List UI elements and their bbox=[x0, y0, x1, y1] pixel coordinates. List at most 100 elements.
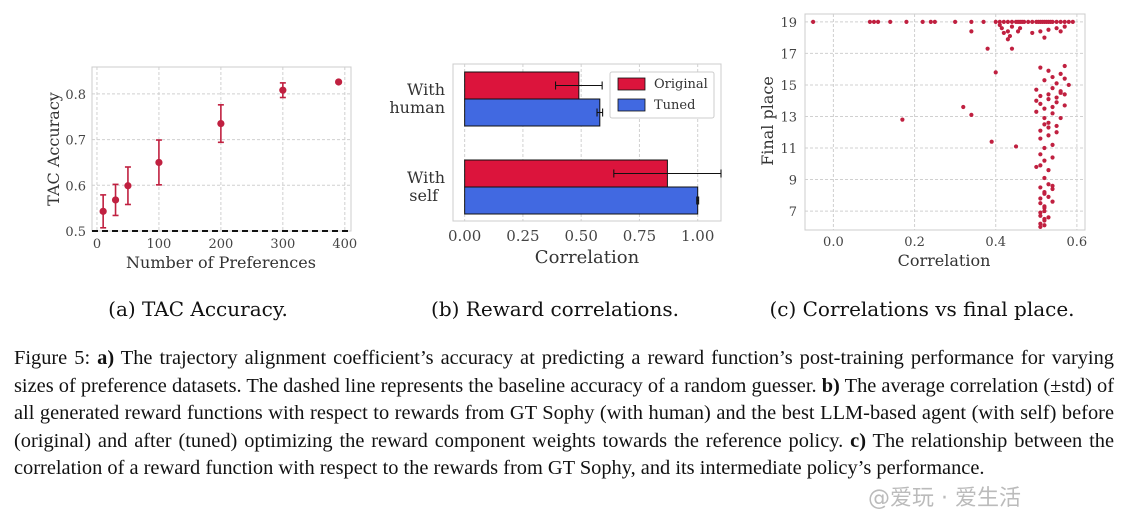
data-point bbox=[1054, 130, 1059, 135]
data-point bbox=[1046, 97, 1051, 102]
panel-b-legend: Original Tuned bbox=[609, 71, 715, 119]
data-point bbox=[1050, 104, 1055, 110]
data-point bbox=[1034, 109, 1039, 114]
data-point bbox=[99, 207, 107, 215]
data-point bbox=[1022, 19, 1027, 24]
y-tick-label: 0.5 bbox=[65, 225, 86, 240]
y-tick-label: 7 bbox=[789, 205, 797, 220]
data-point bbox=[969, 112, 974, 118]
data-point bbox=[1042, 218, 1047, 223]
data-point bbox=[335, 78, 343, 86]
legend-label-original: Original bbox=[654, 77, 708, 92]
data-point bbox=[1005, 29, 1010, 34]
panel-a-ylabel: TAC Accuracy bbox=[44, 92, 63, 206]
data-point bbox=[1050, 199, 1055, 204]
data-point bbox=[1062, 92, 1067, 97]
data-point bbox=[1042, 208, 1047, 214]
x-tick-label: 200 bbox=[208, 237, 233, 252]
data-point bbox=[904, 19, 909, 24]
data-point bbox=[1042, 106, 1047, 111]
data-point bbox=[932, 19, 937, 24]
data-point bbox=[1058, 115, 1063, 121]
data-point bbox=[1058, 29, 1063, 34]
data-point bbox=[1062, 63, 1067, 69]
data-point bbox=[871, 19, 877, 24]
panel-c-xlabel: Correlation bbox=[898, 251, 991, 270]
data-point bbox=[997, 19, 1002, 24]
data-point bbox=[1062, 19, 1067, 24]
data-point bbox=[1038, 101, 1043, 106]
data-point bbox=[981, 19, 986, 24]
y-tick-label: 11 bbox=[780, 142, 797, 157]
data-point bbox=[1042, 191, 1047, 196]
data-point bbox=[1042, 35, 1047, 40]
caption-c-text: The relationship between the correlation… bbox=[14, 429, 1114, 480]
panel-a-tac-accuracy: 0 100 200 300 400 0.5 0.6 0.7 0.8 Number of Pre… bbox=[44, 66, 357, 321]
data-point bbox=[875, 19, 881, 24]
x-tick-label: 0.0 bbox=[823, 235, 844, 250]
data-point bbox=[1001, 19, 1006, 24]
data-point bbox=[1015, 29, 1021, 34]
data-point bbox=[1034, 164, 1039, 170]
data-point bbox=[1042, 175, 1047, 181]
legend-swatch-original bbox=[617, 77, 646, 91]
data-point bbox=[1070, 19, 1075, 24]
data-point bbox=[1046, 182, 1051, 187]
data-point bbox=[1046, 133, 1051, 138]
data-point bbox=[1046, 125, 1051, 130]
data-point bbox=[900, 117, 905, 122]
watermark: @爱玩 · 爱生活 bbox=[868, 486, 1021, 511]
data-point bbox=[985, 46, 990, 51]
data-point bbox=[1046, 27, 1051, 32]
x-tick-label: 0.75 bbox=[623, 227, 656, 245]
data-point bbox=[969, 19, 974, 24]
x-tick-label: 0.4 bbox=[985, 235, 1006, 250]
data-point bbox=[1050, 142, 1055, 147]
data-point bbox=[1046, 92, 1051, 97]
data-point bbox=[1058, 19, 1063, 24]
data-point bbox=[1009, 24, 1015, 29]
data-point bbox=[1058, 71, 1063, 77]
data-point bbox=[1038, 221, 1043, 226]
figure: 0 100 200 300 400 0.5 0.6 0.7 0.8 Number of Pre… bbox=[44, 13, 1088, 321]
data-point bbox=[1042, 145, 1047, 151]
y-tick-label: 9 bbox=[789, 174, 797, 189]
data-point bbox=[1038, 163, 1043, 168]
data-point bbox=[1046, 68, 1051, 73]
data-point bbox=[1054, 95, 1059, 100]
data-point bbox=[1005, 37, 1010, 42]
data-point bbox=[1013, 144, 1019, 149]
data-point bbox=[867, 19, 873, 24]
x-tick-label: 100 bbox=[147, 237, 172, 252]
x-tick-label: 0.2 bbox=[904, 235, 925, 250]
bar-tuned bbox=[464, 98, 601, 127]
data-point bbox=[1058, 89, 1063, 94]
x-tick-label: 0.50 bbox=[564, 227, 597, 245]
data-point bbox=[1038, 210, 1043, 215]
y-tick-label: 15 bbox=[780, 79, 797, 94]
data-point bbox=[1009, 46, 1015, 51]
data-point bbox=[1034, 98, 1039, 103]
caption-label: Figure 5: bbox=[14, 347, 91, 369]
legend-swatch-tuned bbox=[617, 98, 646, 112]
x-tick-label: 0 bbox=[93, 237, 101, 252]
legend-label-tuned: Tuned bbox=[654, 98, 695, 113]
data-point bbox=[1042, 115, 1047, 121]
panel-a-xlabel: Number of Preferences bbox=[126, 253, 316, 272]
caption-b-marker: b) bbox=[821, 374, 840, 397]
panel-b-plot-frame bbox=[452, 63, 722, 222]
x-tick-label: 400 bbox=[332, 237, 357, 252]
data-point bbox=[1054, 19, 1059, 24]
data-point bbox=[1038, 93, 1043, 99]
data-point bbox=[1038, 185, 1043, 190]
x-tick-label: 0.6 bbox=[1067, 235, 1088, 250]
data-point bbox=[993, 19, 998, 24]
data-point bbox=[1054, 100, 1059, 105]
data-point bbox=[1038, 128, 1043, 133]
panel-c-correlation-vs-place: 0.0 0.2 0.4 0.6 7 9 11 13 15 17 19 Correlation Fi… bbox=[758, 13, 1088, 321]
category-label: human bbox=[389, 98, 445, 117]
data-point bbox=[1038, 196, 1043, 201]
data-point bbox=[1050, 19, 1055, 24]
data-point bbox=[969, 29, 974, 34]
